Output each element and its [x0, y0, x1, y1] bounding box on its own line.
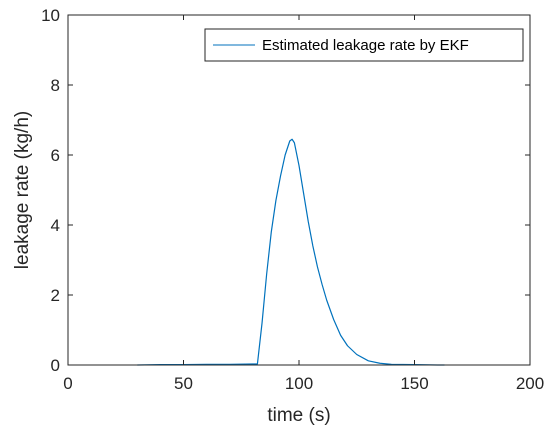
x-tick-label: 200 — [516, 374, 544, 393]
x-tick-label: 150 — [400, 374, 428, 393]
x-tick-label: 50 — [174, 374, 193, 393]
x-axis-label: time (s) — [267, 405, 330, 426]
y-tick-label: 2 — [51, 286, 60, 305]
legend-box — [204, 28, 524, 62]
y-axis-label: leakage rate (kg/h) — [12, 111, 33, 269]
legend-label: Estimated leakage rate by EKF — [262, 37, 469, 54]
y-tick-label: 4 — [51, 216, 60, 235]
x-tick-label: 100 — [285, 374, 313, 393]
legend: Estimated leakage rate by EKF — [204, 28, 524, 62]
y-tick-label: 6 — [51, 146, 60, 165]
y-tick-label: 8 — [51, 76, 60, 95]
series-line-0 — [137, 138, 445, 366]
y-tick-label: 10 — [41, 6, 60, 25]
y-tick-label: 0 — [51, 356, 60, 375]
x-tick-label: 0 — [63, 374, 72, 393]
